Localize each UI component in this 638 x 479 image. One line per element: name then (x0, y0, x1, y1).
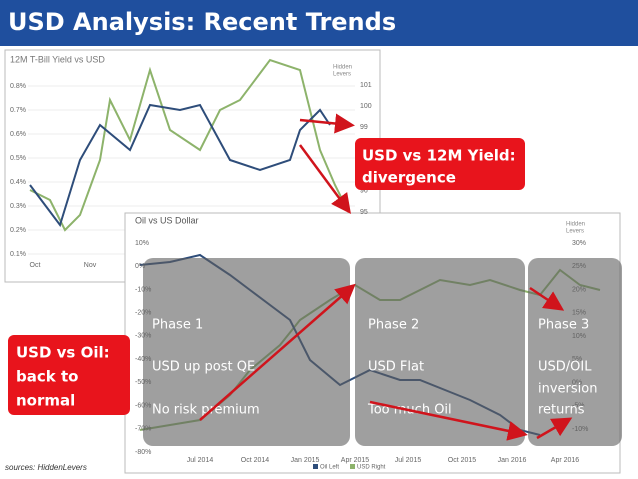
slide-title: USD Analysis: Recent Trends (8, 8, 396, 36)
title-bar (0, 0, 638, 46)
phase-title: Phase 2 (368, 318, 419, 333)
phase-text: USD up post QE (152, 360, 255, 375)
x-tick-label: Jul 2015 (395, 457, 422, 464)
logo: Hidden (333, 65, 352, 71)
y-tick-label: 0.7% (10, 107, 26, 114)
x-tick-label: Jan 2016 (498, 457, 527, 464)
logo: Levers (566, 229, 584, 235)
y-tick-label: 0.1% (10, 251, 26, 258)
x-tick-label: Oct (30, 262, 41, 269)
x-tick-label: Oct 2014 (241, 457, 270, 464)
usd-line (29, 58, 351, 232)
callout-text: divergence (362, 169, 456, 187)
chart-title: 12M T-Bill Yield vs USD (10, 54, 105, 64)
chart-title: Oil vs US Dollar (135, 215, 199, 225)
logo: Hidden (566, 222, 585, 228)
y2-tick-label: 96 (360, 188, 368, 195)
phase-title: Phase 1 (152, 318, 203, 333)
callout-text: back to (16, 368, 78, 386)
phase-text: inversion (538, 382, 597, 397)
callout-box (8, 335, 130, 415)
x-tick-label: Jul 2014 (187, 457, 214, 464)
y2-tick-label: 101 (360, 82, 372, 89)
phase-text: returns (538, 403, 585, 418)
y-tick-label: 0.2% (10, 227, 26, 234)
y-tick-label: 0.6% (10, 131, 26, 138)
source: sources: HiddenLevers (5, 463, 87, 472)
y-tick-label: 0.8% (10, 83, 26, 90)
y2-tick-label: 99 (360, 124, 368, 131)
x-tick-label: Jan 2015 (291, 457, 320, 464)
y-tick-label: 0.3% (10, 203, 26, 210)
phase-text: No risk premium (152, 403, 260, 418)
arrows (199, 113, 573, 441)
y2-tick-label: 100 (360, 103, 372, 110)
y-tick-label: 0% (135, 263, 145, 270)
phase-title: Phase 3 (538, 318, 589, 333)
y-tick-label: -80% (135, 449, 151, 456)
y-tick-label: 0.4% (10, 179, 26, 186)
phase-box (528, 258, 622, 446)
y2-tick-label: 30% (572, 240, 586, 247)
phase-box (143, 258, 350, 446)
y2-tick-label: 95 (360, 209, 368, 216)
yield-line (29, 103, 331, 228)
phase-text: USD/OIL (538, 360, 592, 375)
phase-text: USD Flat (368, 360, 424, 375)
x-tick-label: Nov (84, 262, 97, 269)
phase-box (355, 258, 525, 446)
x-tick-label: Oct 2015 (448, 457, 477, 464)
callout-text: USD vs Oil: (16, 344, 110, 362)
legend-swatch (313, 464, 318, 469)
callout-box (355, 138, 525, 190)
x-tick-label: Apr 2016 (551, 457, 580, 464)
logo: Levers (333, 72, 351, 78)
callout-text: USD vs 12M Yield: (362, 147, 516, 165)
legend-label: Oil Left (320, 465, 339, 471)
legend-label: USD Right (357, 465, 386, 471)
legend-swatch (350, 464, 355, 469)
y-tick-label: 10% (135, 240, 149, 247)
y-tick-label: 0.5% (10, 155, 26, 162)
x-tick-label: Apr 2015 (341, 457, 370, 464)
callout-text: normal (16, 392, 75, 410)
